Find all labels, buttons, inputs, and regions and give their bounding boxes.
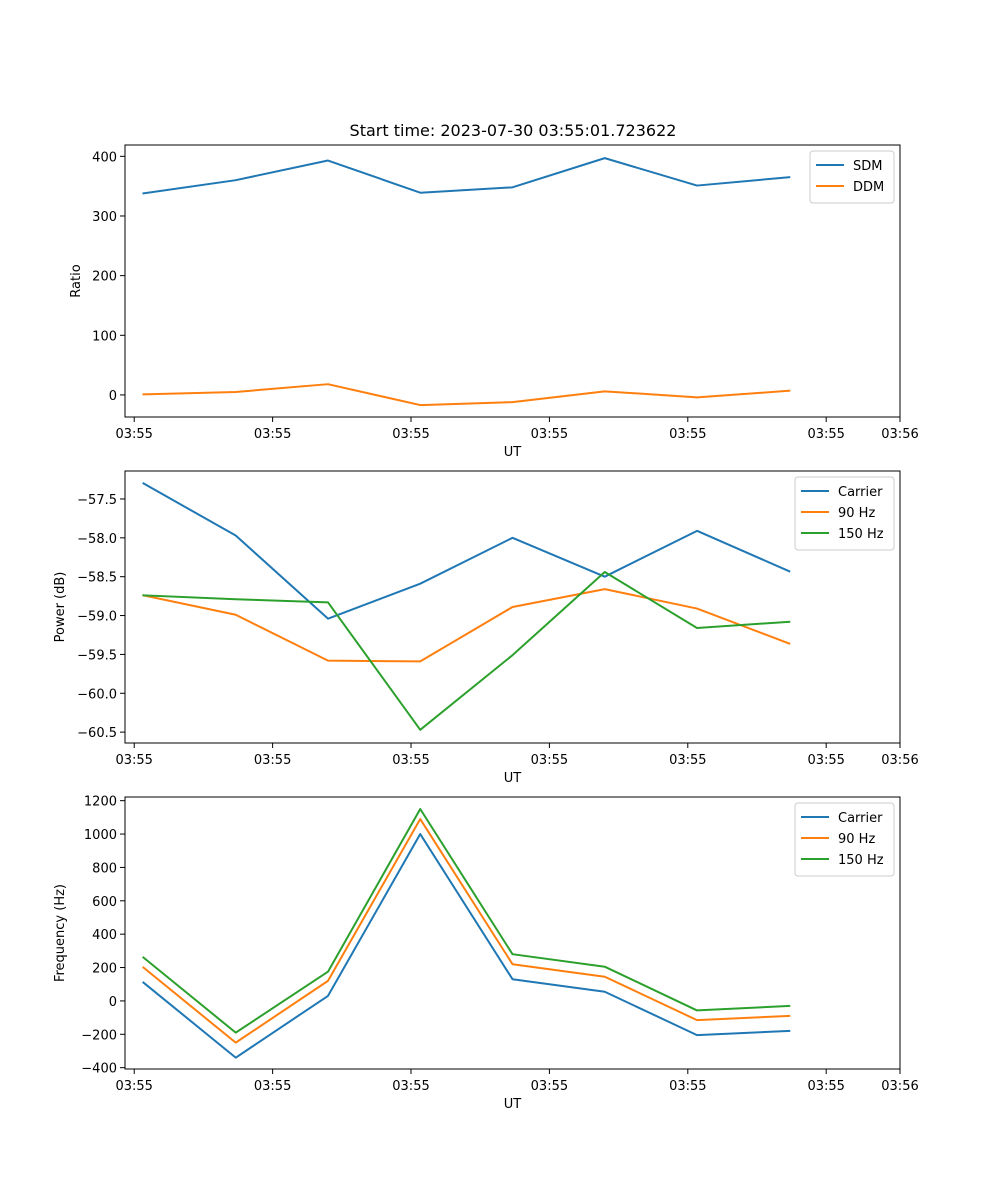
chart-3-y-tick-label: 800 <box>92 861 117 876</box>
chart-2-x-tick-label: 03:55 <box>254 753 291 768</box>
chart-3-y-tick-label: 200 <box>92 962 117 977</box>
chart-3-x-tick-label: 03:55 <box>115 1079 152 1094</box>
chart-1-x-tick-label: 03:55 <box>807 427 844 442</box>
chart-2-y-tick-label: −58.0 <box>77 532 117 547</box>
chart-3-legend-box <box>794 802 895 877</box>
chart-1-legend-label-sdm: SDM <box>853 159 882 174</box>
chart-2-legend-box <box>794 476 895 551</box>
chart-1-x-tick-label: 03:56 <box>881 427 918 442</box>
chart-1-series-sdm-line <box>142 157 791 195</box>
chart-1-y-tick-label: 400 <box>92 150 117 165</box>
chart-3-x-tick-label: 03:55 <box>669 1079 706 1094</box>
chart-1-y-axis-label: Ratio <box>69 264 84 297</box>
chart-2-y-tick-label: −58.5 <box>77 571 117 586</box>
chart-3-plot-frame <box>124 796 901 1070</box>
figure-title: Start time: 2023-07-30 03:55:01.723622 <box>350 121 677 140</box>
chart-3-x-axis-label: UT <box>504 1097 522 1112</box>
chart-3: 03:55 03:55 03:55 03:55 03:55 03:55 03:56 −400 −… <box>53 795 919 1112</box>
chart-1-y-tick-label: 100 <box>92 329 117 344</box>
chart-2-y-tick-label: −57.5 <box>77 493 117 508</box>
chart-2-x-axis-label: UT <box>504 771 522 786</box>
chart-3-y-tick-label: 600 <box>92 895 117 910</box>
chart-3-legend-label-150-hz: 150 Hz <box>838 853 884 868</box>
chart-1-legend-label-ddm: DDM <box>853 180 884 195</box>
chart-2-series-150-hz-line <box>142 571 791 731</box>
chart-2-y-axis-label: Power (dB) <box>53 572 68 643</box>
chart-3-x-tick-label: 03:55 <box>531 1079 568 1094</box>
chart-2: 03:55 03:55 03:55 03:55 03:55 03:55 03:56 −60.5… <box>53 470 919 786</box>
chart-3-legend-label-carrier: Carrier <box>838 811 883 826</box>
chart-1-x-tick-label: 03:55 <box>254 427 291 442</box>
chart-1-legend: SDM DDM <box>809 150 895 204</box>
chart-2-x-tick-label: 03:55 <box>531 753 568 768</box>
chart-2-y-tick-label: −59.0 <box>77 610 117 625</box>
chart-1-plot-frame <box>124 144 901 418</box>
chart-3-series-90-hz-line <box>142 818 791 1044</box>
chart-2-x-tick-label: 03:55 <box>669 753 706 768</box>
chart-1-y-tick-label: 300 <box>92 210 117 225</box>
chart-1-series-ddm-line <box>142 383 791 407</box>
chart-2-series-90-hz-line <box>142 588 791 663</box>
chart-3-series-150-hz-line <box>142 808 791 1034</box>
chart-3-x-tick-label: 03:55 <box>807 1079 844 1094</box>
chart-2-legend-label-150-hz: 150 Hz <box>838 527 884 542</box>
chart-3-x-tick-label: 03:56 <box>881 1079 918 1094</box>
chart-2-y-tick-label: −60.0 <box>77 687 117 702</box>
chart-3-x-tick-label: 03:55 <box>254 1079 291 1094</box>
chart-1: 03:55 03:55 03:55 03:55 03:55 03:55 03:56 0 100 2… <box>69 144 919 460</box>
chart-3-y-tick-label: 400 <box>92 928 117 943</box>
chart-2-plot-frame <box>124 470 901 744</box>
chart-3-legend: Carrier 90 Hz 150 Hz <box>794 802 895 877</box>
chart-2-x-tick-label: 03:56 <box>881 753 918 768</box>
chart-2-x-tick-label: 03:55 <box>392 753 429 768</box>
chart-2-legend-label-carrier: Carrier <box>838 485 883 500</box>
chart-2-series-carrier-line <box>142 482 791 620</box>
chart-2-x-tick-label: 03:55 <box>115 753 152 768</box>
chart-3-series-carrier-line <box>142 833 791 1059</box>
chart-3-y-tick-label: −400 <box>81 1062 117 1077</box>
chart-1-y-tick-label: 200 <box>92 270 117 285</box>
chart-1-x-tick-label: 03:55 <box>669 427 706 442</box>
chart-3-x-tick-label: 03:55 <box>392 1079 429 1094</box>
chart-1-x-axis-label: UT <box>504 445 522 460</box>
chart-3-legend-label-90-hz: 90 Hz <box>838 832 875 847</box>
chart-2-y-tick-label: −60.5 <box>77 726 117 741</box>
chart-3-y-axis-label: Frequency (Hz) <box>53 884 68 982</box>
chart-1-y-tick-label: 0 <box>109 389 117 404</box>
chart-1-x-tick-label: 03:55 <box>115 427 152 442</box>
chart-3-y-tick-label: 1000 <box>84 828 117 843</box>
chart-1-x-tick-label: 03:55 <box>392 427 429 442</box>
chart-3-y-tick-label: −200 <box>81 1028 117 1043</box>
chart-3-y-tick-label: 1200 <box>84 795 117 810</box>
chart-2-x-tick-label: 03:55 <box>807 753 844 768</box>
chart-2-y-tick-label: −59.5 <box>77 648 117 663</box>
chart-2-legend-label-90-hz: 90 Hz <box>838 506 875 521</box>
chart-1-x-tick-label: 03:55 <box>531 427 568 442</box>
chart-3-y-tick-label: 0 <box>109 995 117 1010</box>
chart-2-legend: Carrier 90 Hz 150 Hz <box>794 476 895 551</box>
